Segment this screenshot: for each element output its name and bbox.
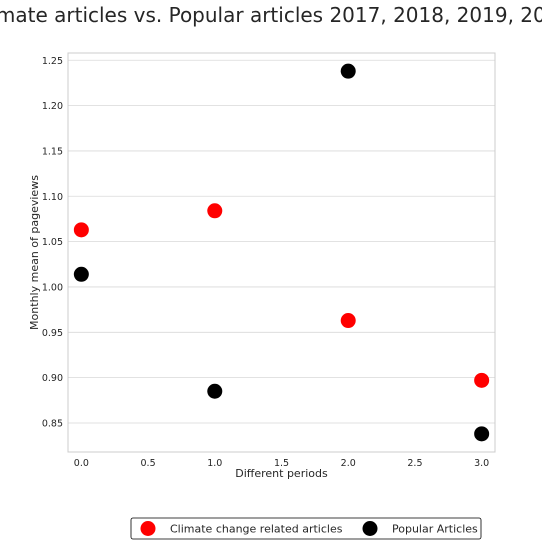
data-point [207, 383, 223, 399]
gridlines [68, 59, 495, 424]
legend-label: Popular Articles [392, 523, 478, 536]
x-axis-ticks: 0.0 0.5 1.0 1.5 2.0 2.5 3.0 [74, 458, 489, 469]
y-tick-label: 1.10 [42, 192, 63, 203]
y-axis-label: Monthly mean of pageviews [28, 175, 41, 330]
y-tick-label: 1.25 [42, 56, 63, 67]
x-tick-label: 1.0 [207, 458, 222, 469]
y-tick-label: 1.15 [42, 146, 63, 157]
x-tick-label: 0.5 [141, 458, 156, 469]
x-tick-label: 3.0 [474, 458, 489, 469]
data-point [474, 426, 490, 442]
legend-marker [362, 521, 378, 536]
x-tick-label: 1.5 [274, 458, 289, 469]
y-tick-label: 0.90 [42, 373, 63, 384]
legend: Climate change related articles Popular A… [130, 517, 482, 540]
data-point [340, 313, 356, 329]
plot-area [67, 52, 496, 453]
data-point [340, 63, 356, 79]
chart-title: Climate articles vs. Popular articles 20… [0, 3, 542, 27]
y-tick-label: 1.00 [42, 282, 63, 293]
data-point [474, 372, 490, 388]
y-axis-ticks: 0.85 0.90 0.95 1.00 1.05 1.10 1.15 1.20 1.25 [42, 56, 63, 430]
y-tick-label: 1.05 [42, 237, 63, 248]
x-tick-label: 2.5 [407, 458, 422, 469]
data-point [73, 266, 89, 282]
data-point [207, 203, 223, 219]
x-tick-label: 2.0 [341, 458, 356, 469]
data-points [73, 63, 490, 442]
legend-marker [140, 521, 156, 536]
x-axis-label: Different periods [235, 467, 328, 480]
x-tick-label: 0.0 [74, 458, 89, 469]
y-tick-label: 0.95 [42, 328, 63, 339]
legend-box [130, 517, 482, 540]
data-point [73, 222, 89, 238]
y-tick-label: 1.20 [42, 101, 63, 112]
y-tick-label: 0.85 [42, 418, 63, 429]
legend-label: Climate change related articles [170, 523, 343, 536]
